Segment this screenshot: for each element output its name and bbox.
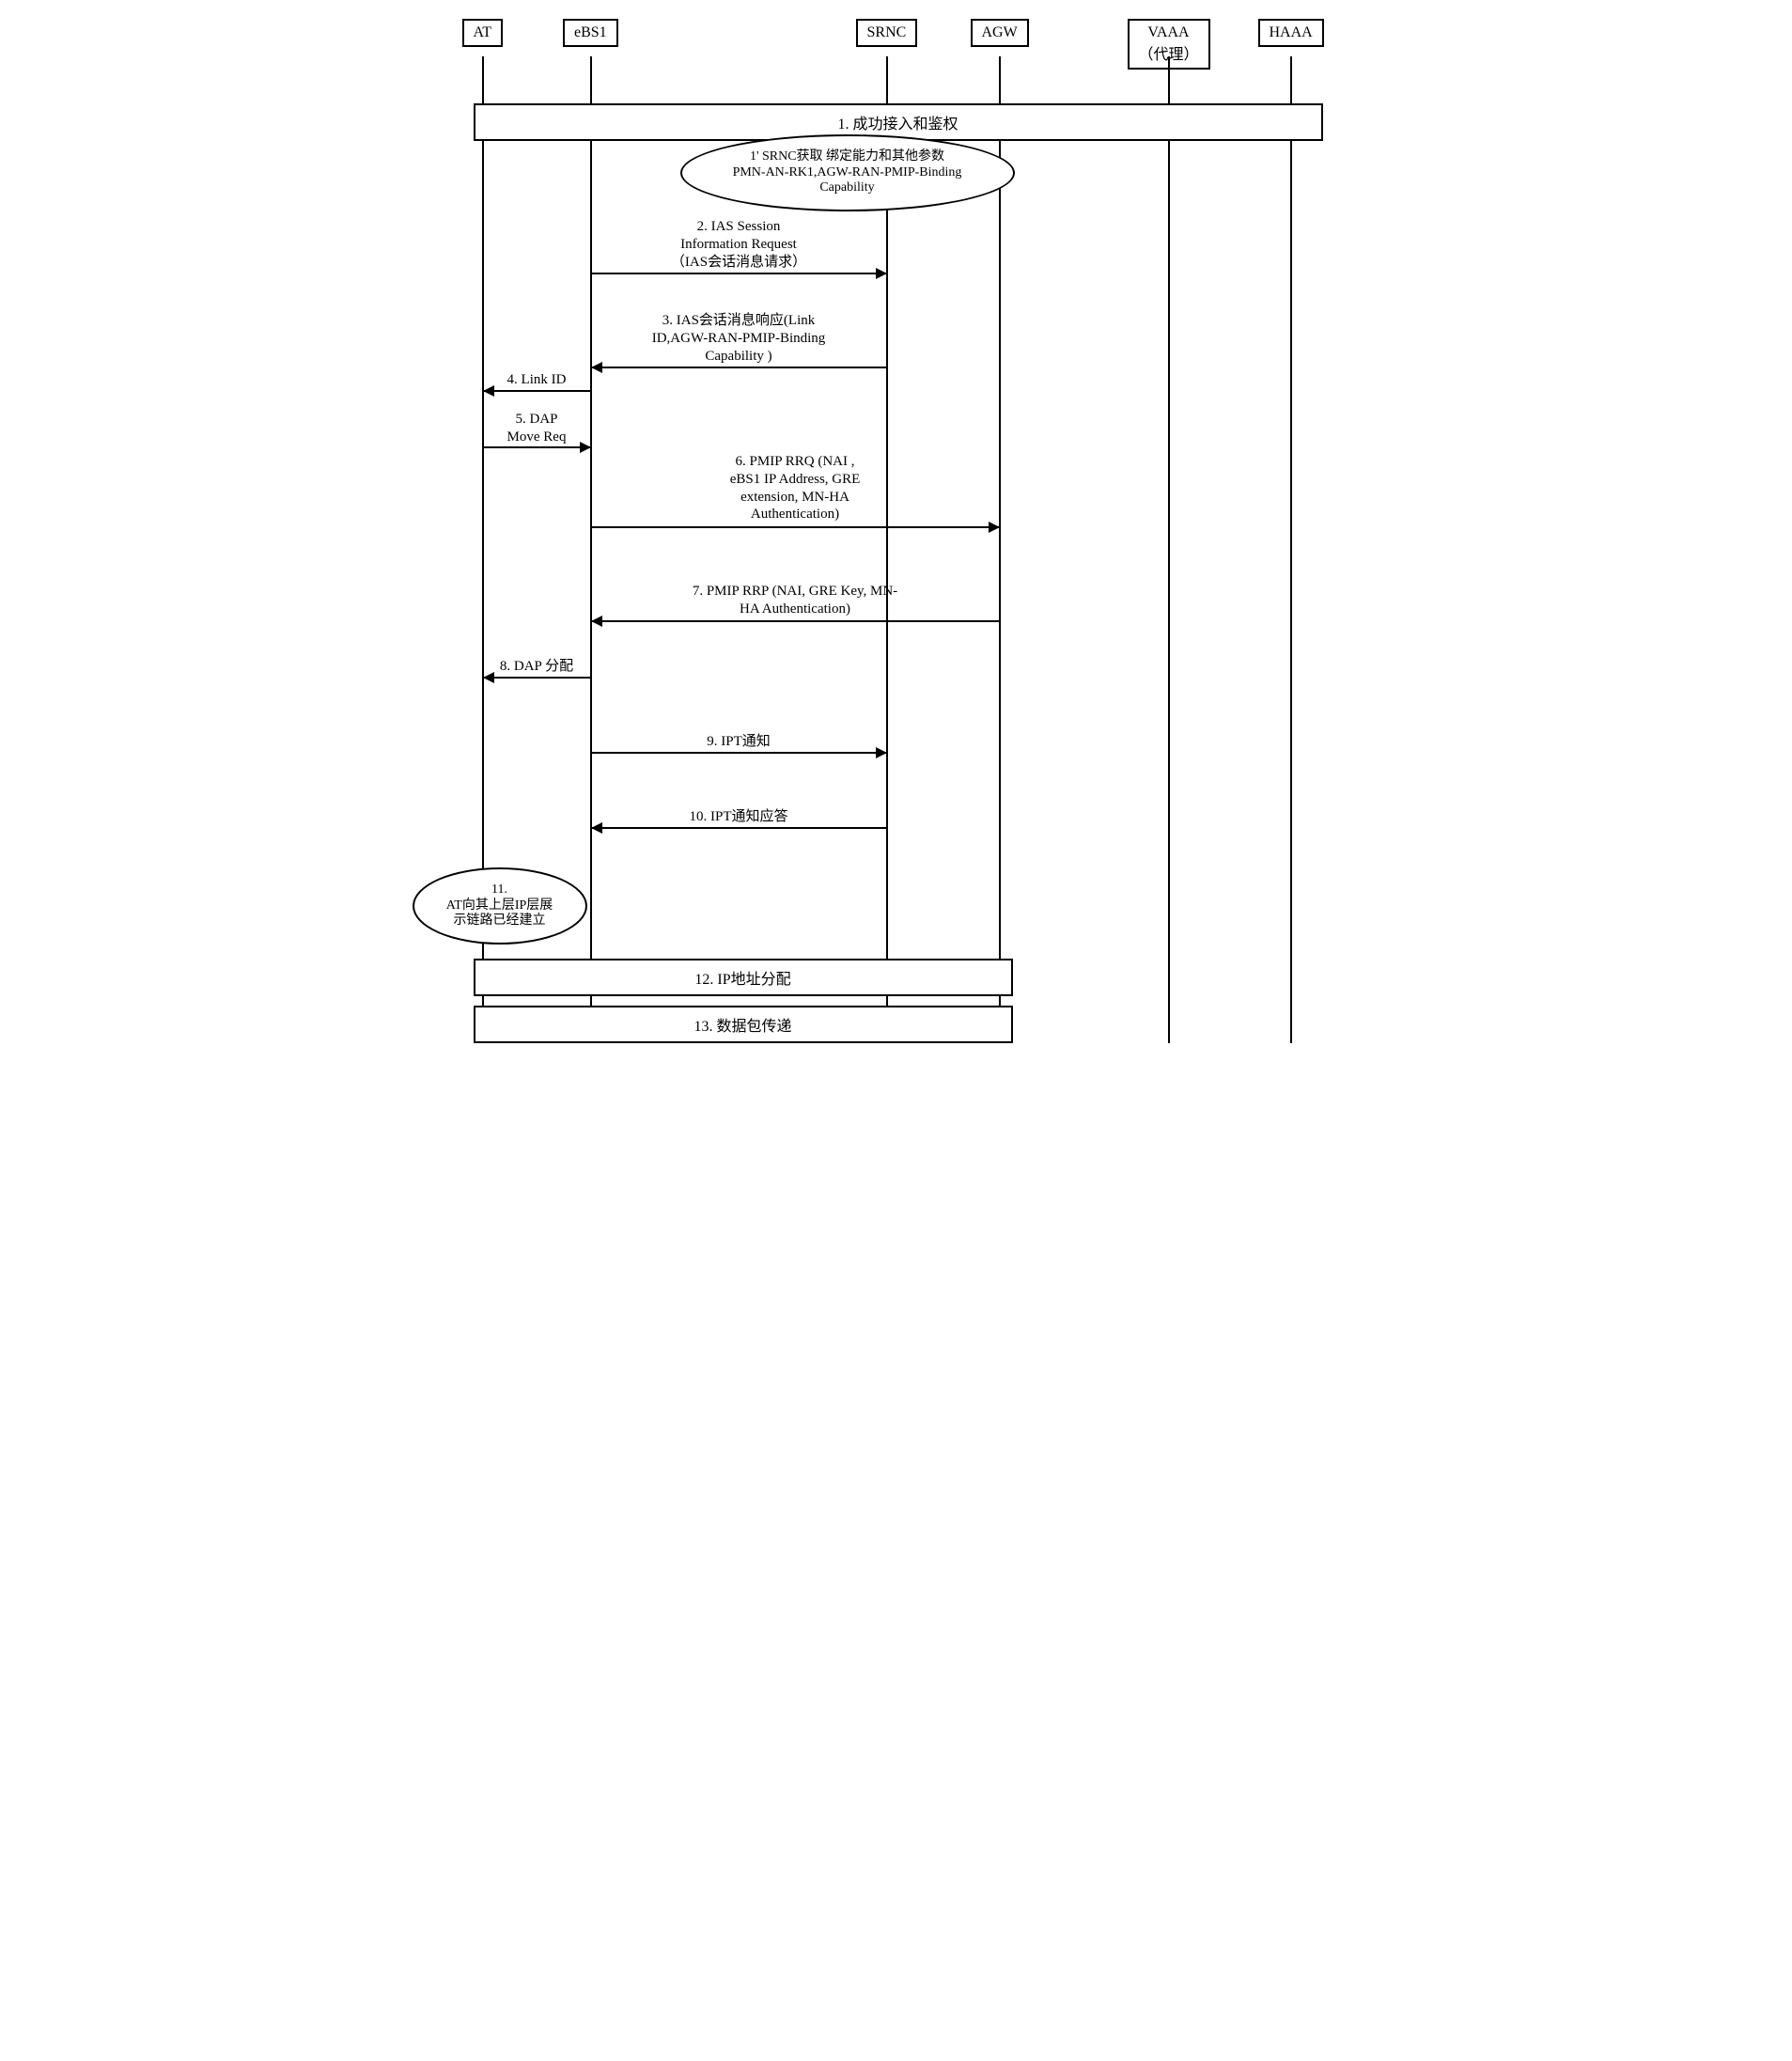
actor-SRNC: SRNC — [856, 19, 918, 47]
note-e1p: 1' SRNC获取 绑定能力和其他参数 PMN-AN-RK1,AGW-RAN-P… — [680, 134, 1015, 211]
msg-label-m4: 4. Link ID — [483, 371, 591, 389]
actor-AT: AT — [462, 19, 504, 47]
lifeline-HAAA — [1290, 56, 1292, 1043]
arrow-m9 — [591, 752, 887, 754]
lifeline-AGW — [999, 56, 1001, 1043]
sequence-diagram: ATeBS1SRNCAGWVAAA （代理）HAAA1. 成功接入和鉴权12. … — [445, 19, 1348, 1053]
arrow-m4 — [483, 390, 591, 392]
note-e11: 11. AT向其上层IP层展 示链路已经建立 — [413, 867, 587, 945]
step-box-step12: 12. IP地址分配 — [474, 959, 1013, 996]
actor-HAAA: HAAA — [1258, 19, 1324, 47]
actor-eBS1: eBS1 — [563, 19, 618, 47]
msg-label-m6: 6. PMIP RRQ (NAI , eBS1 IP Address, GRE … — [591, 453, 1000, 523]
arrow-m3 — [591, 367, 887, 368]
arrow-m6 — [591, 526, 1000, 528]
lifeline-eBS1 — [590, 56, 592, 1043]
msg-label-m3: 3. IAS会话消息响应(Link ID,AGW-RAN-PMIP-Bindin… — [591, 312, 887, 365]
step-box-step13: 13. 数据包传递 — [474, 1006, 1013, 1043]
lifeline-VAAA — [1168, 56, 1170, 1043]
arrow-m5 — [483, 446, 591, 448]
msg-label-m2: 2. IAS Session Information Request （IAS会… — [591, 218, 887, 271]
msg-label-m5: 5. DAP Move Req — [483, 411, 591, 446]
msg-label-m7: 7. PMIP RRP (NAI, GRE Key, MN- HA Authen… — [591, 583, 1000, 618]
msg-label-m8: 8. DAP 分配 — [483, 658, 591, 676]
arrow-m2 — [591, 273, 887, 274]
arrow-m10 — [591, 827, 887, 829]
msg-label-m9: 9. IPT通知 — [591, 733, 887, 751]
msg-label-m10: 10. IPT通知应答 — [591, 808, 887, 826]
arrow-m8 — [483, 677, 591, 679]
actor-AGW: AGW — [971, 19, 1029, 47]
arrow-m7 — [591, 620, 1000, 622]
